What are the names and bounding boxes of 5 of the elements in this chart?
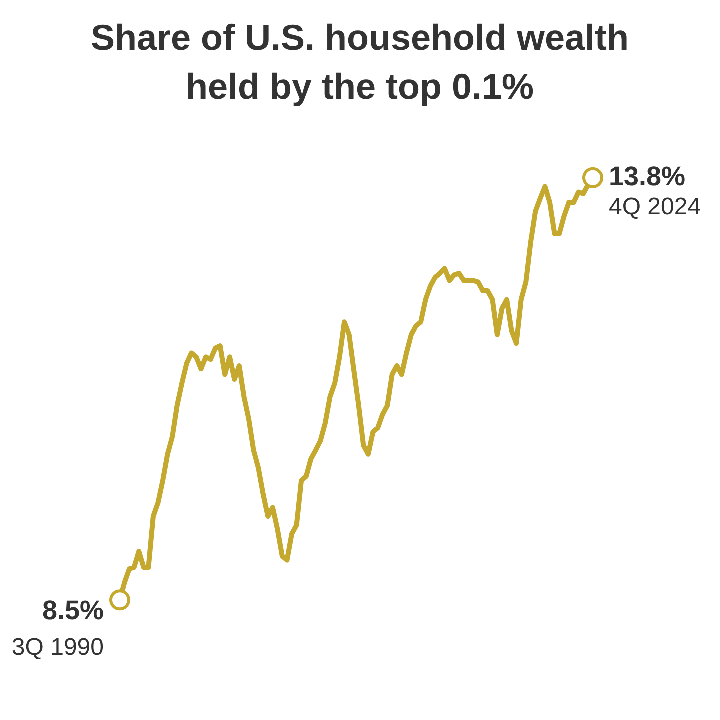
text: 4Q 2024 <box>609 194 702 221</box>
text: 3Q 1990 <box>12 634 104 661</box>
data-label: 13.8% <box>609 161 686 192</box>
chart-title: Share of U.S. household wealth held by the top 0.1% <box>90 16 630 109</box>
data-label: 8.5% <box>42 596 104 626</box>
